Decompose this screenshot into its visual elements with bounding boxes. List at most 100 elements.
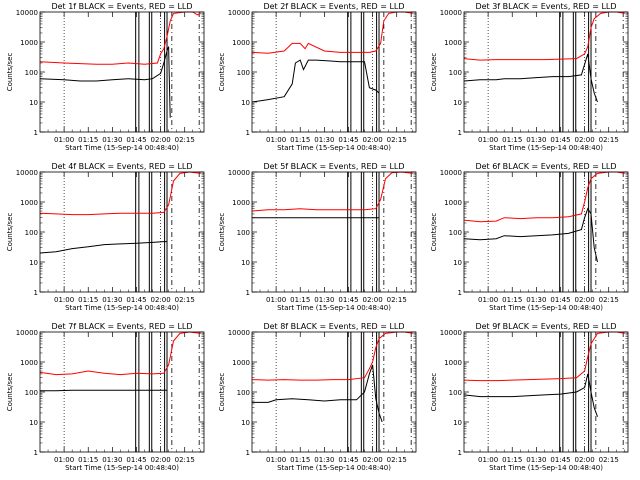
x-axis-label: Start Time (15-Sep-14 00:48:40) (277, 144, 391, 152)
x-tick-label: 01:15 (502, 456, 522, 464)
x-tick-label: 02:00 (362, 136, 382, 144)
panel-1: Det 1f BLACK = Events, RED = LLD 1 10 100 10… (6, 2, 205, 152)
panel-title: Det 3f BLACK = Events, RED = LLD (475, 2, 616, 11)
panel-4: Det 4f BLACK = Events, RED = LLD 1 10 100 10… (6, 162, 205, 312)
x-tick-label: 01:15 (290, 136, 310, 144)
lld-series-line (463, 11, 625, 61)
x-tick-label: 02:00 (150, 136, 170, 144)
plot-frame (463, 331, 629, 453)
lld-series-line (39, 171, 201, 216)
x-axis-label: Start Time (15-Sep-14 00:48:40) (277, 464, 391, 472)
y-tick-label: 1000 (20, 359, 38, 367)
x-tick-label: 02:00 (574, 136, 594, 144)
events-series-line (251, 59, 380, 103)
y-tick-label: 1000 (444, 199, 462, 207)
x-tick-label: 01:00 (54, 296, 74, 304)
y-tick-label: 10 (29, 259, 38, 267)
y-axis-label: Counts/sec (430, 373, 438, 412)
y-tick-label: 1 (246, 129, 250, 137)
x-tick-label: 02:15 (599, 456, 619, 464)
x-tick-label: 01:15 (502, 136, 522, 144)
y-axis-label: Counts/sec (218, 53, 226, 92)
x-tick-label: 02:15 (599, 296, 619, 304)
y-tick-label: 10000 (16, 9, 38, 17)
y-tick-label: 10 (241, 99, 250, 107)
plot-frame (39, 11, 205, 133)
y-tick-label: 10 (241, 419, 250, 427)
x-tick-label: 01:30 (526, 136, 546, 144)
y-tick-label: 10000 (228, 329, 250, 337)
y-tick-label: 1 (34, 129, 38, 137)
lld-series-line (39, 11, 202, 65)
x-tick-label: 02:00 (150, 296, 170, 304)
y-tick-label: 10000 (228, 9, 250, 17)
y-tick-label: 10 (29, 99, 38, 107)
x-axis-label: Start Time (15-Sep-14 00:48:40) (65, 144, 179, 152)
x-tick-label: 01:00 (54, 456, 74, 464)
x-tick-label: 01:45 (338, 456, 358, 464)
x-tick-label: 01:15 (78, 136, 98, 144)
y-tick-label: 1000 (232, 359, 250, 367)
y-axis-label: Counts/sec (6, 373, 14, 412)
panel-6: Det 6f BLACK = Events, RED = LLD 1 10 100 10… (430, 162, 629, 312)
x-axis-label: Start Time (15-Sep-14 00:48:40) (489, 464, 603, 472)
lld-series-line (463, 171, 625, 223)
y-tick-label: 10000 (440, 329, 462, 337)
x-tick-label: 01:30 (314, 456, 334, 464)
x-tick-label: 01:15 (502, 296, 522, 304)
y-tick-label: 100 (25, 69, 38, 77)
x-tick-label: 01:45 (126, 296, 146, 304)
x-tick-label: 01:00 (478, 136, 498, 144)
x-axis-label: Start Time (15-Sep-14 00:48:40) (277, 304, 391, 312)
x-tick-label: 02:15 (387, 456, 407, 464)
events-series-line (39, 241, 167, 254)
x-tick-label: 01:30 (102, 456, 122, 464)
x-axis-label: Start Time (15-Sep-14 00:48:40) (65, 464, 179, 472)
y-tick-label: 1000 (20, 39, 38, 47)
panel-title: Det 6f BLACK = Events, RED = LLD (475, 162, 616, 171)
panel-title: Det 9f BLACK = Events, RED = LLD (475, 322, 616, 331)
x-tick-label: 01:45 (338, 296, 358, 304)
lld-series-line (251, 11, 413, 54)
panel-3: Det 3f BLACK = Events, RED = LLD 1 10 100 10… (430, 2, 629, 152)
y-axis-label: Counts/sec (218, 373, 226, 412)
x-tick-label: 01:45 (550, 136, 570, 144)
x-tick-label: 01:30 (102, 296, 122, 304)
x-tick-label: 02:15 (175, 136, 195, 144)
panel-7: Det 7f BLACK = Events, RED = LLD 1 10 100 10… (6, 322, 205, 472)
x-axis-label: Start Time (15-Sep-14 00:48:40) (489, 144, 603, 152)
x-tick-label: 01:45 (550, 456, 570, 464)
y-tick-label: 100 (25, 229, 38, 237)
y-tick-label: 1 (458, 289, 462, 297)
x-tick-label: 01:30 (314, 136, 334, 144)
x-tick-label: 01:00 (266, 136, 286, 144)
y-axis-label: Counts/sec (430, 53, 438, 92)
y-tick-label: 10 (29, 419, 38, 427)
y-axis-label: Counts/sec (6, 213, 14, 252)
x-tick-label: 02:15 (175, 296, 195, 304)
plot-frame (39, 171, 205, 293)
y-tick-label: 10000 (228, 169, 250, 177)
x-tick-label: 01:45 (550, 296, 570, 304)
panel-title: Det 5f BLACK = Events, RED = LLD (263, 162, 404, 171)
x-tick-label: 01:30 (314, 296, 334, 304)
events-series-line (463, 53, 598, 103)
plot-frame (251, 171, 417, 293)
y-tick-label: 1000 (232, 39, 250, 47)
x-tick-label: 01:45 (338, 136, 358, 144)
y-tick-label: 1 (246, 449, 250, 457)
plot-frame (39, 331, 205, 453)
plot-frame (463, 171, 629, 293)
y-tick-label: 1000 (444, 39, 462, 47)
y-tick-label: 10000 (440, 169, 462, 177)
x-tick-label: 02:00 (150, 456, 170, 464)
y-axis-label: Counts/sec (218, 213, 226, 252)
x-tick-label: 01:30 (102, 136, 122, 144)
x-tick-label: 02:00 (574, 456, 594, 464)
y-tick-label: 10000 (16, 169, 38, 177)
lld-series-line (251, 331, 413, 381)
y-tick-label: 100 (449, 69, 462, 77)
x-tick-label: 01:15 (78, 296, 98, 304)
y-tick-label: 100 (237, 389, 250, 397)
